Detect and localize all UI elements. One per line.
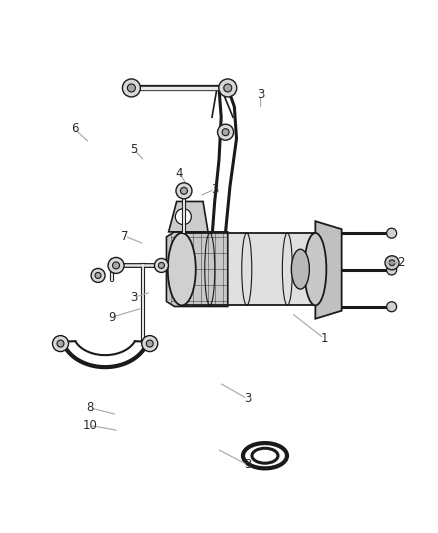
Circle shape	[385, 256, 399, 270]
Circle shape	[175, 208, 191, 225]
Ellipse shape	[291, 249, 309, 289]
Text: 3: 3	[257, 88, 264, 101]
Text: 8: 8	[86, 401, 93, 414]
Circle shape	[159, 262, 164, 269]
Circle shape	[180, 187, 187, 195]
Circle shape	[108, 257, 124, 273]
Ellipse shape	[252, 448, 278, 463]
Circle shape	[219, 79, 237, 97]
Text: 1: 1	[320, 332, 328, 345]
Text: 4: 4	[176, 167, 184, 180]
Circle shape	[387, 302, 397, 312]
Polygon shape	[166, 232, 228, 306]
Text: 10: 10	[82, 419, 97, 432]
Circle shape	[146, 340, 153, 347]
Circle shape	[113, 262, 120, 269]
Circle shape	[387, 228, 397, 238]
Circle shape	[122, 79, 141, 97]
Text: 9: 9	[108, 311, 116, 324]
Ellipse shape	[168, 233, 196, 305]
Bar	[182, 233, 315, 305]
Ellipse shape	[304, 233, 326, 305]
Text: 7: 7	[121, 230, 129, 243]
Circle shape	[218, 124, 233, 140]
Circle shape	[387, 265, 397, 275]
Polygon shape	[315, 221, 342, 319]
Circle shape	[127, 84, 135, 92]
Circle shape	[176, 183, 192, 199]
Circle shape	[224, 84, 232, 92]
Text: 3: 3	[211, 183, 218, 196]
Text: 3: 3	[244, 392, 251, 405]
Circle shape	[155, 259, 169, 272]
Circle shape	[222, 128, 229, 136]
Circle shape	[91, 269, 105, 282]
Circle shape	[53, 336, 68, 352]
Circle shape	[142, 336, 158, 352]
Circle shape	[389, 260, 395, 266]
Text: 2: 2	[397, 256, 405, 269]
Text: 5: 5	[130, 143, 137, 156]
Ellipse shape	[243, 443, 287, 469]
Text: 3: 3	[130, 291, 137, 304]
Circle shape	[95, 272, 101, 278]
Text: 6: 6	[71, 123, 78, 135]
Polygon shape	[169, 201, 208, 232]
Circle shape	[57, 340, 64, 347]
Text: 3: 3	[244, 458, 251, 471]
